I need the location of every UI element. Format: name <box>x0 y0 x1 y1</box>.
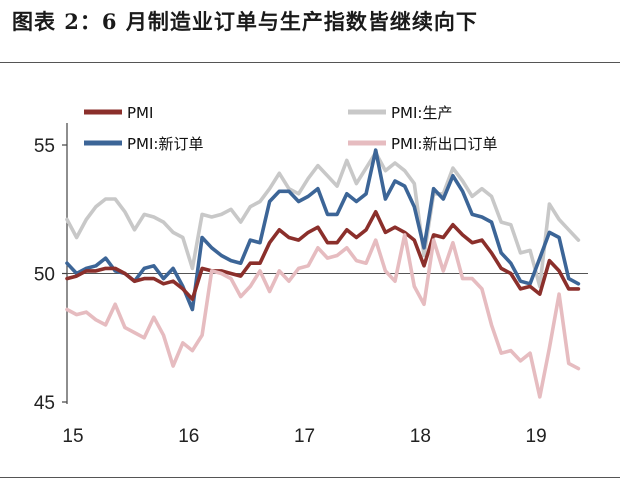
x-tick-label: 15 <box>62 426 83 447</box>
legend: PMI PMI:生产 PMI:新订单 PMI:新出口订单 <box>84 104 497 153</box>
legend-label: PMI:新出口订单 <box>391 135 497 153</box>
x-tick-label: 16 <box>178 426 199 447</box>
legend-label: PMI:生产 <box>391 104 452 122</box>
title-divider <box>0 62 620 63</box>
x-tick-label: 17 <box>294 426 315 447</box>
series-line-2 <box>65 210 581 302</box>
axes: 45 50 55 15 16 17 18 19 <box>34 123 547 447</box>
x-tick-label: 19 <box>526 426 547 447</box>
series-line-0 <box>65 150 581 289</box>
bottom-divider <box>0 477 620 478</box>
chart-title: 图表 2：6 月制造业订单与生产指数皆继续向下 <box>12 9 478 34</box>
series-line-3 <box>65 233 581 399</box>
legend-label: PMI <box>127 104 153 122</box>
legend-label: PMI:新订单 <box>127 135 203 153</box>
x-tick-label: 18 <box>410 426 431 447</box>
y-tick-label: 45 <box>34 393 55 414</box>
series-lines <box>65 148 581 399</box>
y-tick-label: 55 <box>34 136 55 157</box>
series-line-1 <box>65 148 581 312</box>
y-tick-label: 50 <box>34 265 55 286</box>
